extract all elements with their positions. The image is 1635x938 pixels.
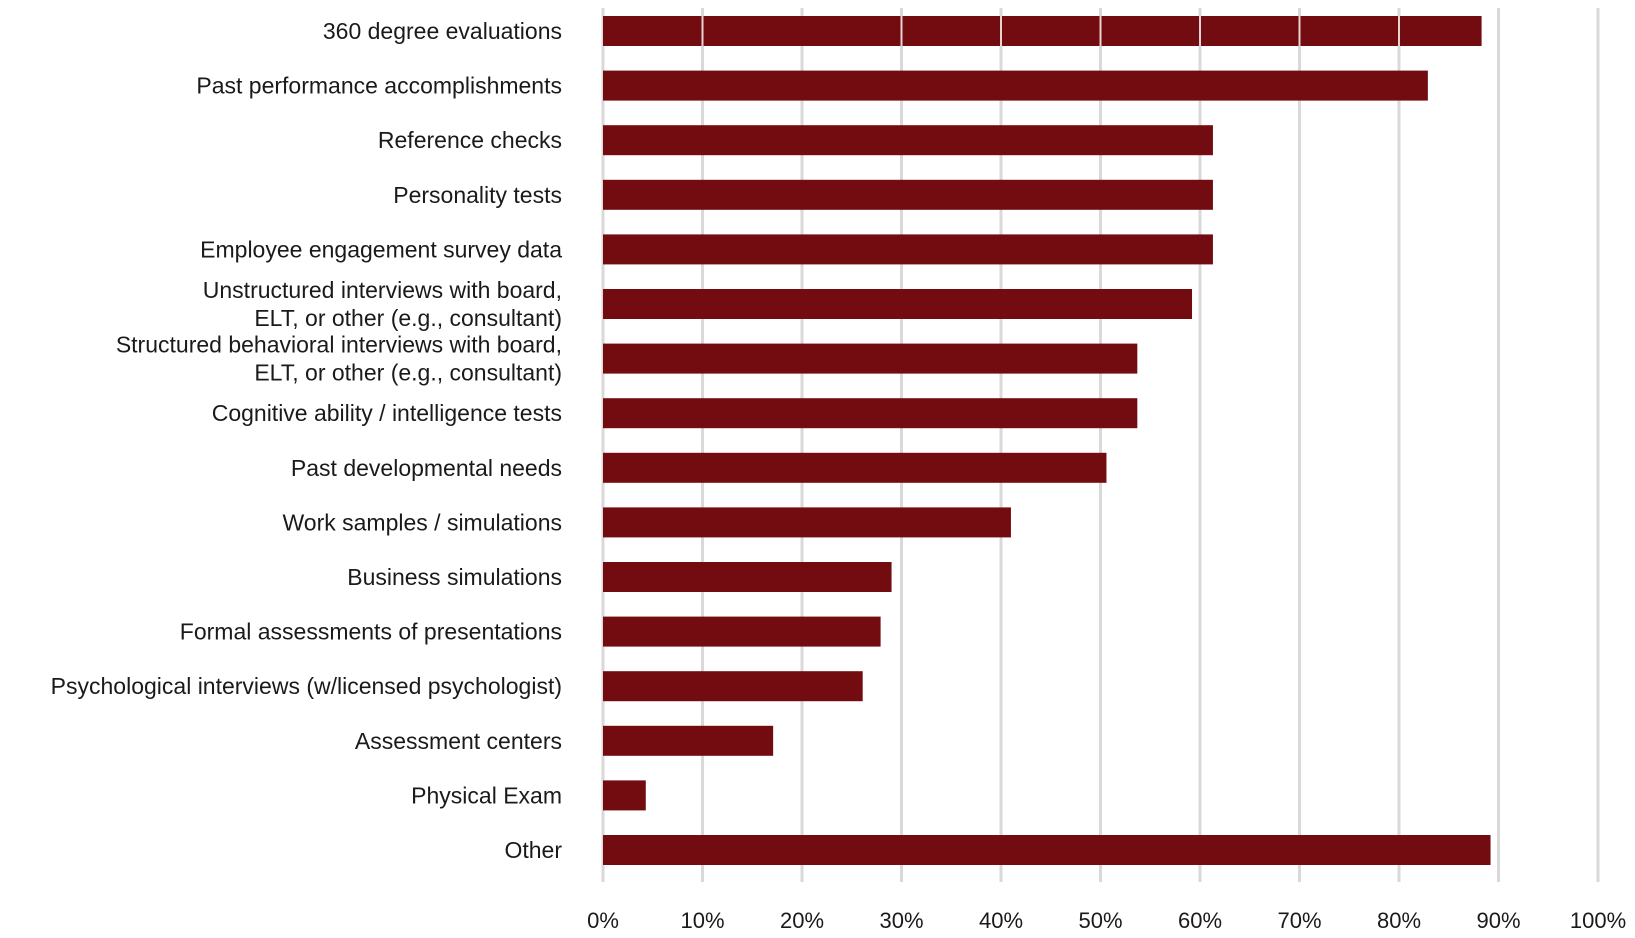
- category-label-5: Unstructured interviews with board, ELT, …: [203, 277, 562, 331]
- category-label-11: Formal assessments of presentations: [180, 619, 562, 645]
- category-label-line: Other: [504, 837, 562, 863]
- x-tick-label-80: 80%: [1377, 908, 1421, 933]
- category-label-line: Past performance accomplishments: [196, 73, 562, 99]
- x-tick-label-90: 90%: [1476, 908, 1520, 933]
- bar-overlay-gridlines: [701, 16, 1400, 46]
- category-label-line: Structured behavioral interviews with bo…: [116, 332, 562, 358]
- bar-0: [603, 16, 1482, 46]
- bar-2: [603, 125, 1213, 156]
- category-label-3: Personality tests: [393, 182, 562, 208]
- category-label-line: Assessment centers: [355, 728, 562, 754]
- category-label-12: Psychological interviews (w/licensed psy…: [51, 673, 562, 699]
- category-label-line: Personality tests: [393, 182, 562, 208]
- bar-11: [603, 616, 881, 647]
- x-tick-label-50: 50%: [1078, 908, 1122, 933]
- category-label-line: Business simulations: [347, 564, 562, 590]
- category-label-line: Unstructured interviews with board,: [203, 277, 562, 303]
- category-label-1: Past performance accomplishments: [196, 73, 562, 99]
- category-label-0: 360 degree evaluations: [323, 18, 562, 44]
- category-label-15: Other: [504, 837, 562, 863]
- x-tick-label-40: 40%: [979, 908, 1023, 933]
- category-label-line: Cognitive ability / intelligence tests: [212, 400, 562, 426]
- category-label-line: Physical Exam: [411, 782, 562, 808]
- x-tick-label-30: 30%: [879, 908, 923, 933]
- bar-5: [603, 289, 1193, 319]
- category-label-2: Reference checks: [378, 127, 562, 153]
- category-label-line: Psychological interviews (w/licensed psy…: [51, 673, 562, 699]
- category-label-14: Physical Exam: [411, 782, 562, 808]
- category-label-7: Cognitive ability / intelligence tests: [212, 400, 562, 426]
- bar-3: [603, 179, 1213, 210]
- bar-13: [603, 725, 774, 756]
- bars: [603, 16, 1491, 865]
- category-label-line: Employee engagement survey data: [200, 236, 562, 262]
- bar-9: [603, 507, 1011, 538]
- bar-4: [603, 234, 1213, 265]
- category-label-13: Assessment centers: [355, 728, 562, 754]
- category-label-line: Formal assessments of presentations: [180, 619, 562, 645]
- x-tick-label-100: 100%: [1570, 908, 1626, 933]
- x-tick-label-70: 70%: [1277, 908, 1321, 933]
- bar-14: [603, 780, 646, 811]
- bar-8: [603, 452, 1107, 483]
- category-label-line: ELT, or other (e.g., consultant): [254, 305, 562, 331]
- bar-7: [603, 398, 1138, 429]
- x-tick-label-10: 10%: [680, 908, 724, 933]
- x-tick-label-20: 20%: [780, 908, 824, 933]
- category-label-line: 360 degree evaluations: [323, 18, 562, 44]
- x-tick-label-0: 0%: [587, 908, 619, 933]
- category-labels: 360 degree evaluations Past performance a…: [51, 18, 563, 863]
- bar-6: [603, 343, 1138, 374]
- category-label-line: Past developmental needs: [291, 455, 562, 481]
- category-label-10: Business simulations: [347, 564, 562, 590]
- category-label-6: Structured behavioral interviews with bo…: [116, 332, 562, 386]
- bar-15: [603, 835, 1491, 865]
- category-label-4: Employee engagement survey data: [200, 236, 562, 262]
- category-label-line: ELT, or other (e.g., consultant): [254, 360, 562, 386]
- x-axis-tick-labels: 0% 10% 20% 30% 40% 50% 60% 70% 80% 90% 100%: [587, 908, 1626, 933]
- bar-1: [603, 70, 1428, 101]
- bar-10: [603, 562, 892, 592]
- x-tick-label-60: 60%: [1178, 908, 1222, 933]
- category-label-line: Work samples / simulations: [283, 509, 563, 535]
- category-label-line: Reference checks: [378, 127, 562, 153]
- category-label-9: Work samples / simulations: [283, 509, 563, 535]
- bar-12: [603, 671, 863, 702]
- category-label-8: Past developmental needs: [291, 455, 562, 481]
